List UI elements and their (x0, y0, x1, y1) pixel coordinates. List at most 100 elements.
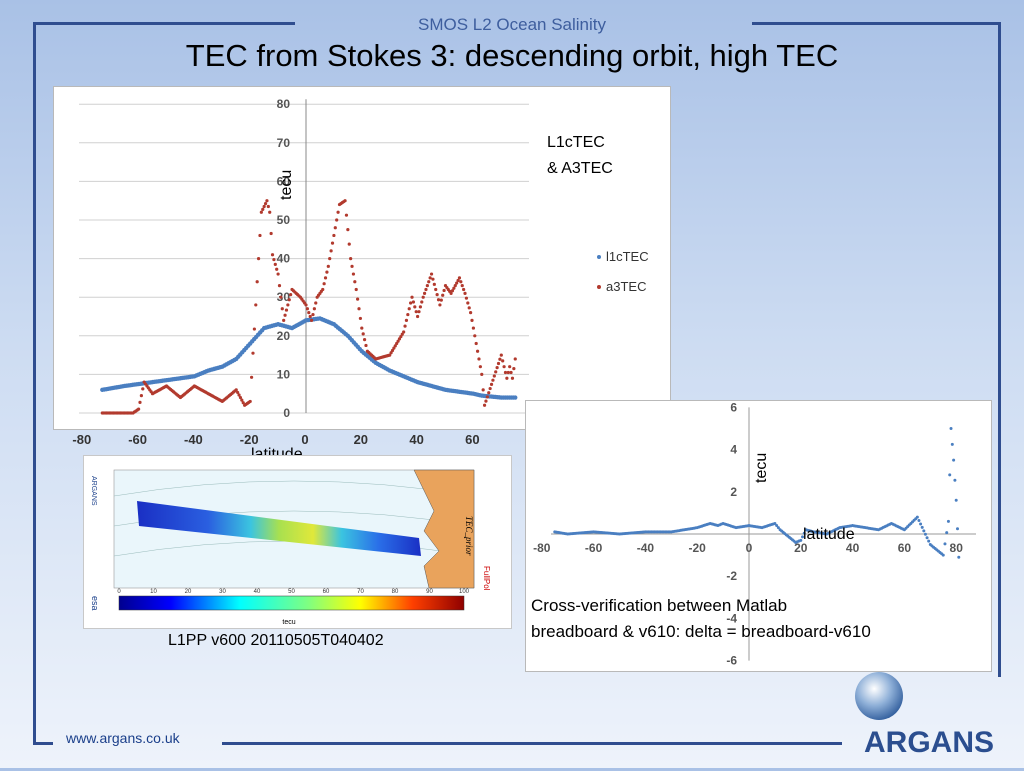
a3TEC-point (459, 280, 463, 284)
chart1-y-tick: 50 (277, 213, 291, 227)
a3TEC-point (480, 372, 484, 376)
chart2-y-tick: -4 (726, 611, 737, 625)
a3TEC-point (466, 301, 470, 305)
chart1-y-tick: 70 (277, 136, 291, 150)
a3TEC-point (491, 378, 495, 382)
colorbar-tick: 10 (150, 589, 157, 595)
series-a3TEC (100, 199, 517, 415)
chart2-x-tick: 20 (794, 541, 808, 555)
a3TEC-point (254, 303, 258, 307)
colorbar-tick: 80 (392, 589, 399, 595)
a3TEC-point (410, 295, 414, 299)
a3TEC-point (473, 334, 477, 338)
chart2-x-tick: -20 (689, 541, 707, 555)
a3TEC-point (289, 293, 293, 297)
a3TEC-point (402, 330, 406, 334)
chart2-x-tick: 80 (950, 541, 964, 555)
a3TEC-point (252, 327, 256, 331)
a3TEC-point (420, 300, 424, 304)
a3TEC-point (270, 253, 275, 257)
map-side-logo-top: ARGANS (90, 476, 97, 506)
tec-chart: 0 10 20 30 40 50 60 70 80 l1cTEC a3TEC (79, 97, 649, 420)
a3TEC-point (261, 207, 265, 211)
footer-url[interactable]: www.argans.co.uk (66, 730, 180, 746)
a3TEC-point (442, 288, 446, 293)
a3TEC-point (388, 353, 392, 357)
a3TEC-point (248, 399, 252, 404)
a3TEC-point (501, 359, 505, 363)
a3TEC-point (258, 233, 262, 238)
a3TEC-point (498, 357, 502, 361)
delta-point (922, 529, 926, 533)
a3TEC-point (268, 210, 272, 214)
a3TEC-point (276, 272, 280, 276)
a3TEC-point (477, 357, 481, 361)
delta-point (802, 531, 806, 535)
a3TEC-point (272, 257, 276, 262)
a3TEC-point (321, 287, 325, 292)
delta-point (957, 555, 961, 559)
chart1-annotation-line-2: & A3TEC (547, 160, 613, 177)
a3TEC-point (323, 276, 328, 280)
a3TEC-point (503, 370, 508, 375)
a3TEC-point (137, 407, 141, 411)
a3TEC-point (417, 310, 421, 314)
delta-point (946, 519, 950, 523)
a3TEC-point (389, 351, 393, 355)
a3TEC-point (513, 357, 517, 361)
chart1-y-tick: 80 (277, 97, 291, 111)
a3TEC-point (484, 399, 488, 403)
chart1-x-tick: -60 (128, 432, 147, 447)
a3TEC-point (395, 341, 399, 346)
a3TEC-point (273, 262, 277, 266)
a3TEC-point (251, 351, 255, 355)
delta-point (941, 553, 945, 557)
a3TEC-point (436, 298, 441, 302)
a3TEC-point (403, 324, 407, 328)
delta-point (919, 522, 923, 526)
a3TEC-point (416, 314, 420, 319)
a3TEC-point (487, 391, 491, 395)
a3TEC-point (438, 303, 442, 307)
delta-point (950, 442, 954, 446)
a3TEC-point (427, 280, 431, 284)
map-swath (137, 501, 421, 556)
delta-point (955, 527, 959, 531)
colorbar-tick: 90 (426, 589, 433, 595)
delta-point (927, 539, 931, 543)
a3TEC-point (353, 280, 357, 284)
a3TEC-point (362, 338, 367, 342)
map-colorbar-ticks: 0 10 20 30 40 50 60 70 80 90 100 (117, 589, 469, 595)
header-label: SMOS L2 Ocean Salinity (417, 15, 607, 34)
delta-point (925, 536, 929, 540)
chart2-x-tick: -60 (585, 541, 603, 555)
a3TEC-point (456, 278, 460, 283)
colorbar-tick: 70 (357, 589, 364, 595)
a3TEC-point (141, 387, 145, 391)
a3TEC-point (269, 231, 273, 236)
chart1-y-label: tecu (278, 169, 295, 200)
a3TEC-point (237, 393, 241, 397)
map-right-label: TEC_prior (464, 516, 474, 556)
a3TEC-point (421, 295, 425, 299)
a3TEC-point (329, 249, 333, 253)
chart1-y-tick: 30 (277, 290, 291, 304)
chart2-y-tick: 4 (730, 443, 737, 457)
a3TEC-point (314, 301, 318, 305)
a3TEC-point (349, 257, 353, 261)
argans-logo: ARGANS (842, 670, 1022, 766)
frame-right (998, 22, 1001, 677)
a3TEC-point (364, 343, 368, 348)
a3TEC-point (336, 210, 340, 214)
a3TEC-point (393, 344, 397, 348)
chart2-y-tick: -6 (726, 654, 737, 668)
a3TEC-point (322, 282, 326, 286)
a3TEC-point (282, 318, 286, 322)
delta-point (952, 458, 956, 462)
frame-top-left (33, 22, 295, 25)
chart1-y-tick: 0 (283, 406, 290, 420)
chart2-x-tick: -80 (533, 541, 551, 555)
a3TEC-point (256, 257, 261, 261)
chart1-x-tick: 0 (301, 432, 308, 447)
